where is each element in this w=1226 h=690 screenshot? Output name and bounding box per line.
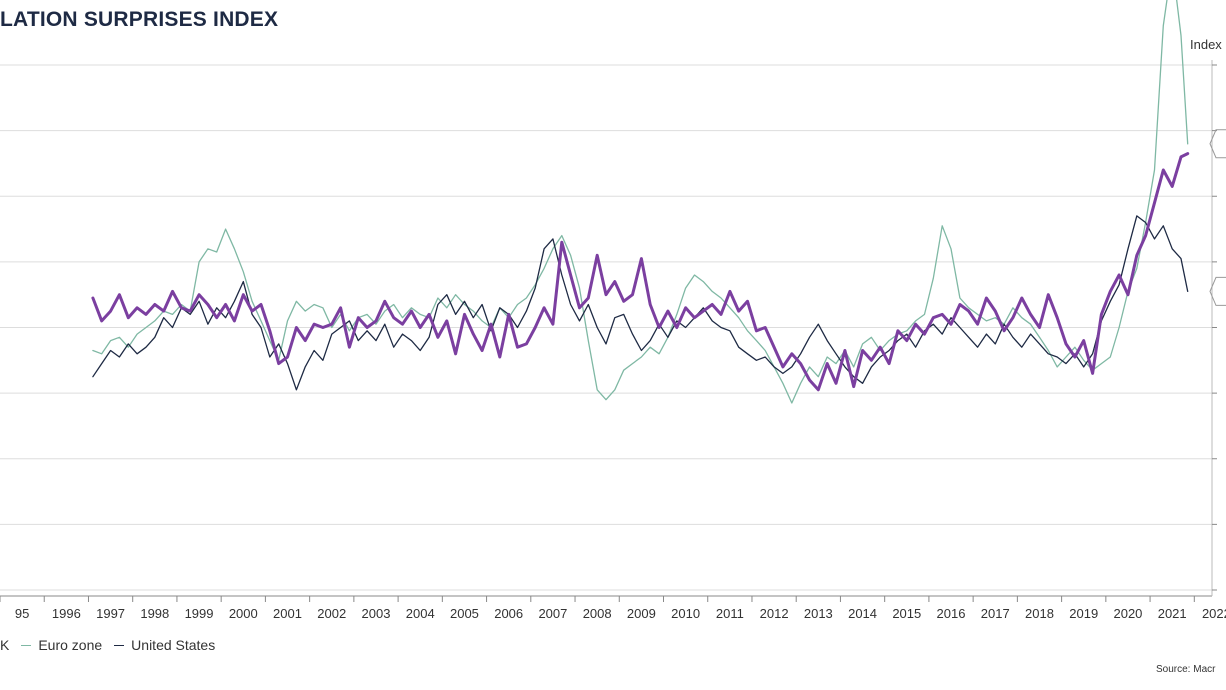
legend-label-euro-zone: Euro zone (38, 637, 103, 653)
x-tick-label: 2022 (1202, 606, 1226, 621)
x-tick-label: 1996 (52, 606, 81, 621)
x-tick-label: 2021 (1158, 606, 1187, 621)
value-marker (1209, 276, 1226, 306)
right-edge-markers (1209, 129, 1226, 306)
x-tick-label: 2000 (229, 606, 258, 621)
x-tick-label: 2006 (494, 606, 523, 621)
source-note: Source: Macr (1156, 664, 1216, 675)
x-tick-label: 2011 (716, 606, 744, 621)
value-marker (1209, 129, 1226, 159)
series-line-euro-zone (92, 0, 1189, 404)
x-tick-label: 1997 (96, 606, 125, 621)
y-axis-unit-label: Index (1190, 37, 1222, 52)
x-tick-label: 2010 (671, 606, 700, 621)
x-tick-label: 2003 (362, 606, 391, 621)
x-tick-label: 1998 (140, 606, 169, 621)
series-lines (91, 0, 1190, 404)
x-tick-label: 2014 (848, 606, 877, 621)
x-tick-label: 2013 (804, 606, 833, 621)
x-tick-label: 2020 (1113, 606, 1142, 621)
x-tick-label: 2002 (317, 606, 346, 621)
legend-item-euro-zone: Euro zone (21, 637, 102, 653)
x-tick-label: 95 (15, 606, 29, 621)
gridlines (0, 64, 1212, 591)
x-tick-label: 2015 (892, 606, 921, 621)
x-tick-label: 2012 (760, 606, 789, 621)
x-tick-label: 2005 (450, 606, 479, 621)
series-line-uk (91, 152, 1190, 392)
x-axis: 95 1996 1997 1998 1999 2000 2001 2002 2003 2004 20… (0, 60, 1226, 621)
x-tick-label: 2009 (627, 606, 656, 621)
x-tick-label: 1999 (185, 606, 214, 621)
legend-item-cut: K (0, 637, 9, 653)
x-tick-label: 2007 (538, 606, 567, 621)
legend: K Euro zone United States (0, 637, 227, 653)
legend-item-united-states: United States (114, 637, 215, 653)
legend-swatch-euro-zone (21, 644, 32, 646)
x-tick-label: 2004 (406, 606, 435, 621)
x-tick-label: 2019 (1069, 606, 1098, 621)
legend-label-united-states: United States (131, 637, 216, 653)
x-tick-label: 2001 (273, 606, 302, 621)
x-tick-label: 2016 (937, 606, 966, 621)
legend-cut-label: K (0, 637, 10, 653)
x-tick-label: 2018 (1025, 606, 1054, 621)
legend-swatch-united-states (114, 644, 125, 646)
x-tick-label: 2008 (583, 606, 612, 621)
x-tick-label: 2017 (981, 606, 1010, 621)
chart-title: LATION SURPRISES INDEX (0, 8, 279, 31)
